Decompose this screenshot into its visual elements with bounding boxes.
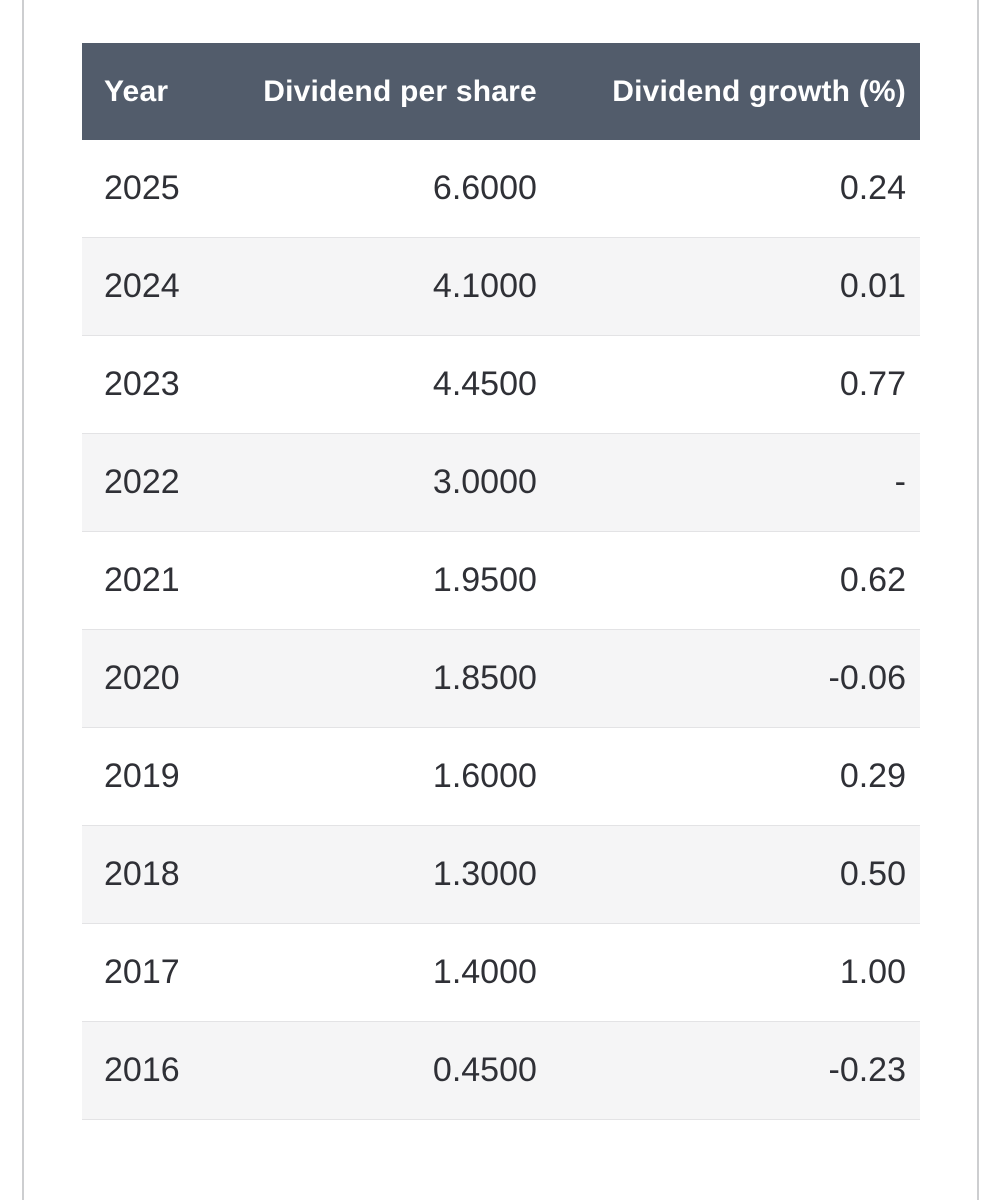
column-header-dividend-per-share: Dividend per share xyxy=(221,43,551,140)
dividend-growth-cell: 0.01 xyxy=(550,237,920,336)
table-row: 2019 1.6000 0.29 xyxy=(82,727,920,826)
dividend-growth-cell: 0.50 xyxy=(550,825,920,924)
year-cell: 2017 xyxy=(82,923,222,1022)
dividend-per-share-cell: 0.4500 xyxy=(221,1021,551,1120)
year-cell: 2016 xyxy=(82,1021,222,1120)
table-row: 2017 1.4000 1.00 xyxy=(82,923,920,1022)
table-row: 2016 0.4500 -0.23 xyxy=(82,1021,920,1120)
dividend-per-share-cell: 6.6000 xyxy=(432,169,537,207)
dividend-history-table: Year Dividend per share Dividend growth … xyxy=(82,43,920,1120)
column-header-dividend-growth: Dividend growth (%) xyxy=(550,43,920,140)
dividend-growth-cell: -0.23 xyxy=(550,1021,920,1120)
dividend-growth-cell: 1.00 xyxy=(550,923,920,1022)
year-cell: 2021 xyxy=(82,531,222,630)
year-cell: 2023 xyxy=(82,335,222,434)
dividend-per-share-cell: 1.6000 xyxy=(221,727,551,826)
year-cell: 2020 xyxy=(82,629,222,728)
dividend-per-share-cell: 1.4000 xyxy=(221,923,551,1022)
year-cell: 2018 xyxy=(82,825,222,924)
page-border-line-right xyxy=(977,0,979,1200)
table-row: 2020 1.8500 -0.06 xyxy=(82,629,920,728)
dividend-growth-cell: 0.29 xyxy=(550,727,920,826)
dividend-per-share-cell: 1.9500 xyxy=(221,531,551,630)
table-header-row: Year Dividend per share Dividend growth … xyxy=(82,43,920,140)
table-row: 2024 4.1000 0.01 xyxy=(82,237,920,336)
dividend-growth-cell: 0.24 xyxy=(839,169,906,207)
column-header-year: Year xyxy=(82,43,222,140)
dividend-growth-cell: 0.77 xyxy=(550,335,920,434)
dividend-per-share-cell: 4.4500 xyxy=(221,335,551,434)
year-cell: 2025 xyxy=(104,169,180,207)
table-row: 2023 4.4500 0.77 xyxy=(82,335,920,434)
year-cell: 2019 xyxy=(82,727,222,826)
year-cell: 2022 xyxy=(82,433,222,532)
dividend-per-share-cell: 1.8500 xyxy=(221,629,551,728)
dividend-per-share-cell: 1.3000 xyxy=(221,825,551,924)
dividend-growth-cell: - xyxy=(550,433,920,532)
table-header: Year Dividend per share Dividend growth … xyxy=(82,43,920,140)
dividend-per-share-cell: 3.0000 xyxy=(221,433,551,532)
dividend-per-share-cell: 4.1000 xyxy=(221,237,551,336)
table-row: 2022 3.0000 - xyxy=(82,433,920,532)
table-row: 2021 1.9500 0.62 xyxy=(82,531,920,630)
dividend-growth-cell: -0.06 xyxy=(550,629,920,728)
table-row: 2018 1.3000 0.50 xyxy=(82,825,920,924)
table-row: 2025 6.6000 0.24 xyxy=(82,140,920,238)
table-body: 2025 6.6000 0.24 2024 4.1000 0.01 2023 4… xyxy=(82,140,920,1120)
year-cell: 2024 xyxy=(82,237,222,336)
page-border-line-left xyxy=(22,0,24,1200)
dividend-growth-cell: 0.62 xyxy=(550,531,920,630)
